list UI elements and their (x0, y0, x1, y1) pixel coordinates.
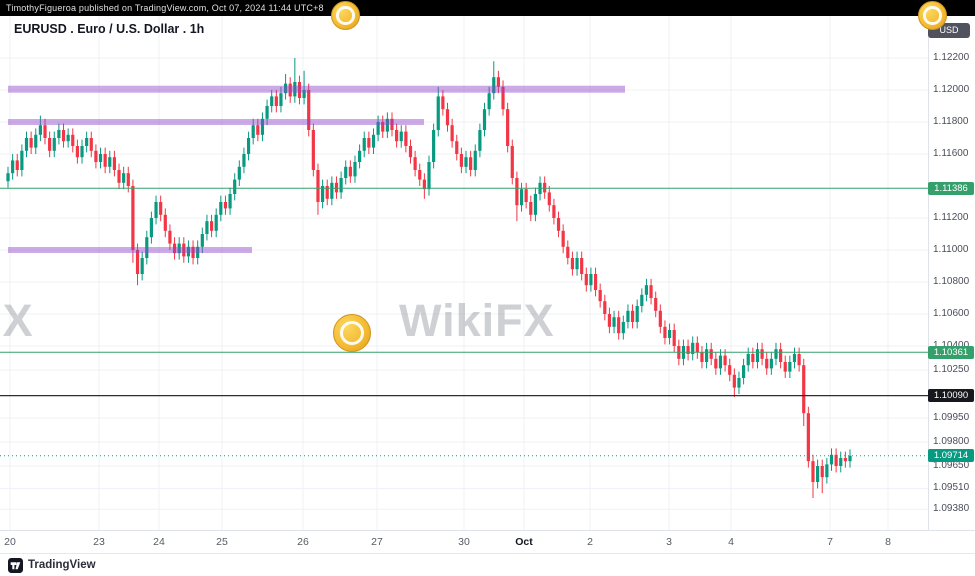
levels-layer (0, 187, 928, 457)
price-axis[interactable]: 1.12200 1.12000 1.11800 1.11600 1.11200 1.110… (928, 0, 975, 530)
price-axis-label: 1.09800 (933, 436, 970, 447)
time-axis-label: Oct (515, 536, 533, 548)
publish-info-link[interactable]: TimothyFigueroa published on TradingView… (6, 3, 324, 13)
tradingview-brand: TradingView (28, 559, 96, 571)
wikifx-watermark-text-clipped: WikiFX (0, 295, 34, 346)
time-axis-label: 23 (93, 536, 105, 548)
price-badge: 1.10361 (928, 345, 974, 359)
publish-bar: TimothyFigueroa published on TradingView… (0, 0, 975, 16)
wikifx-watermark-text: WikiFX (399, 295, 555, 346)
price-badge: 1.11386 (928, 181, 974, 195)
time-axis-label: 24 (153, 536, 165, 548)
time-axis-label: 26 (297, 536, 309, 548)
price-axis-label: 1.09380 (933, 503, 970, 515)
price-axis-label: 1.12000 (933, 84, 970, 95)
time-axis[interactable]: 20 23 24 25 26 27 30 Oct 2 3 4 7 8 (0, 530, 928, 554)
time-axis-label: 25 (216, 536, 228, 548)
price-axis-label: 1.10250 (933, 364, 970, 375)
time-axis-label: 7 (827, 536, 833, 548)
price-axis-label: 1.10800 (933, 276, 970, 287)
time-axis-label: 30 (458, 536, 470, 548)
price-axis-label: 1.11000 (933, 244, 969, 255)
tradingview-logo-icon (8, 557, 23, 573)
time-axis-label: 4 (728, 536, 734, 548)
price-axis-label: 1.09950 (933, 412, 970, 423)
price-axis-label: 1.11600 (933, 148, 969, 159)
wikifx-coin-icon (918, 1, 947, 30)
wikifx-coin-icon (331, 1, 360, 30)
time-axis-label: 8 (885, 536, 891, 548)
axis-frame (0, 16, 975, 531)
tradingview-link[interactable]: TradingView (8, 557, 96, 573)
wikifx-coin-icon (333, 314, 371, 352)
price-badge: 1.10090 (928, 389, 974, 403)
time-axis-label: 20 (4, 536, 16, 548)
symbol-title: EURUSD . Euro / U.S. Dollar . 1h (14, 22, 205, 36)
price-axis-label: 1.10600 (933, 308, 970, 319)
time-axis-label: 2 (587, 536, 593, 548)
price-axis-label: 1.11200 (933, 212, 969, 223)
time-axis-label: 27 (371, 536, 383, 548)
price-axis-label: 1.11800 (933, 116, 969, 127)
price-axis-label: 1.10400 (933, 340, 969, 352)
price-axis-label: 1.12200 (933, 52, 970, 63)
grid-layer (0, 16, 928, 530)
price-axis-label: 1.09510 (933, 482, 970, 494)
zones-layer (8, 85, 625, 253)
time-axis-label: 3 (666, 536, 672, 548)
footer-bar: TradingView (0, 553, 975, 576)
price-badge: 1.09714 (928, 449, 974, 463)
candles-layer (6, 58, 852, 498)
price-axis-label: 1.09650 (933, 460, 970, 471)
